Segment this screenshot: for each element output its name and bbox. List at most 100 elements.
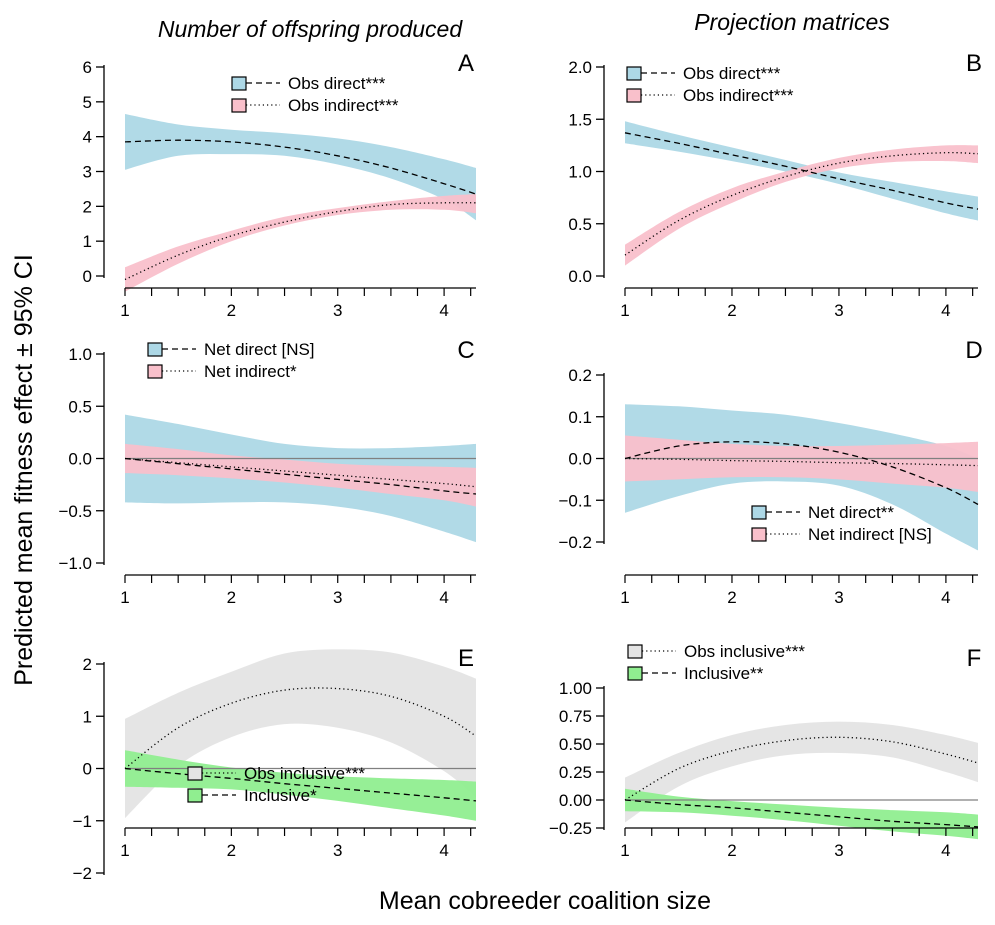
y-tick-label: 1.00 <box>559 679 592 698</box>
chart-panel-b: 0.0 0.5 1.0 1.5 2.0 1 2 3 4 B Obs direct*** Obs ind… <box>568 50 982 320</box>
panel-letter: D <box>965 337 982 364</box>
x-tick-label: 1 <box>620 588 629 607</box>
ci-band-blue <box>125 114 476 221</box>
ci-band-pink <box>625 145 978 266</box>
legend-label: Obs inclusive*** <box>684 642 805 661</box>
y-tick-label: 0.0 <box>568 450 592 469</box>
chart-panel-e: −2 −1 0 1 2 1 2 3 4 E Obs inclusive*** Inclusive* <box>73 645 477 883</box>
legend-swatch-blue <box>626 66 642 81</box>
x-tick-label: 4 <box>439 841 448 860</box>
fit-line-pink <box>124 202 477 281</box>
y-tick-label: 1.0 <box>568 163 592 182</box>
panel-letter: C <box>457 337 474 364</box>
y-tick-label: −1 <box>73 812 92 831</box>
x-tick-label: 3 <box>333 588 342 607</box>
x-tick-label: 4 <box>941 301 950 320</box>
y-tick-label: 0.5 <box>568 215 592 234</box>
y-tick-label: −0.25 <box>549 819 592 838</box>
y-axis-label: Predicted mean fitness effect ± 95% CI <box>10 254 38 686</box>
x-tick-label: 1 <box>620 301 629 320</box>
legend-label: Obs direct*** <box>683 64 781 83</box>
y-tick-label: 0 <box>83 267 92 286</box>
column-title-left: Number of offspring produced <box>158 16 463 42</box>
legend-swatch-pink <box>231 98 247 113</box>
legend: Obs inclusive*** Inclusive* <box>187 764 365 805</box>
y-tick-label: 0.2 <box>568 366 592 385</box>
y-tick-label: 0.0 <box>68 450 92 469</box>
legend-label: Inclusive** <box>684 664 764 683</box>
legend-swatch-blue <box>231 76 247 91</box>
legend: Obs direct*** Obs indirect*** <box>231 74 399 115</box>
x-tick-label: 3 <box>834 301 843 320</box>
ci-band-green <box>625 788 978 840</box>
panel-letter: B <box>966 50 982 77</box>
legend: Obs inclusive*** Inclusive** <box>627 642 805 683</box>
y-tick-label: 0 <box>83 760 92 779</box>
y-tick-label: 2 <box>83 655 92 674</box>
x-tick-label: 1 <box>120 301 129 320</box>
fit-line-blue <box>624 441 979 505</box>
y-tick-label: 1.0 <box>68 345 92 364</box>
y-tick-label: 0.00 <box>559 791 592 810</box>
panels: 0 1 2 3 4 5 6 1 2 3 4 A Obs direct*** Obs indirect***… <box>58 50 982 883</box>
legend: Net direct [NS] Net indirect* <box>147 340 315 381</box>
y-tick-label: 5 <box>83 93 92 112</box>
y-tick-label: 0.50 <box>559 735 592 754</box>
panel-letter: F <box>967 645 982 672</box>
legend-swatch-pink <box>751 527 767 542</box>
x-tick-label: 1 <box>120 588 129 607</box>
ci-band-pink <box>125 443 476 507</box>
x-tick-label: 2 <box>727 588 736 607</box>
chart-panel-a: 0 1 2 3 4 5 6 1 2 3 4 A Obs direct*** Obs indirect*** <box>83 50 477 320</box>
ci-band-pink <box>125 194 476 292</box>
y-tick-label: 1 <box>83 707 92 726</box>
x-tick-label: 2 <box>727 841 736 860</box>
chart-panel-d: −0.2 −0.1 0.0 0.1 0.2 1 2 3 4 D Net direct** Net in… <box>558 337 982 607</box>
x-tick-label: 2 <box>727 301 736 320</box>
x-tick-label: 4 <box>439 301 448 320</box>
y-tick-label: 6 <box>83 58 92 77</box>
y-tick-label: 2 <box>83 197 92 216</box>
legend: Net direct** Net indirect [NS] <box>751 503 932 544</box>
panel-letter: A <box>458 50 474 77</box>
legend-label: Obs inclusive*** <box>244 764 365 783</box>
y-tick-label: −0.2 <box>558 533 592 552</box>
x-tick-label: 3 <box>834 588 843 607</box>
y-tick-label: 2.0 <box>568 58 592 77</box>
legend-label: Inclusive* <box>244 786 317 805</box>
legend-label: Obs indirect*** <box>683 86 794 105</box>
y-tick-label: 1.5 <box>568 110 592 129</box>
y-tick-label: −1.0 <box>58 554 92 573</box>
legend-swatch-pink <box>626 88 642 103</box>
x-tick-label: 4 <box>941 841 950 860</box>
ci-band-green <box>125 750 476 821</box>
ci-band-gray <box>625 721 978 823</box>
fit-line-pink <box>124 457 477 488</box>
panel-letter: E <box>458 645 474 672</box>
x-tick-label: 3 <box>834 841 843 860</box>
y-tick-label: −0.5 <box>58 502 92 521</box>
legend: Obs direct*** Obs indirect*** <box>626 64 794 105</box>
fit-line-blue <box>624 132 979 210</box>
x-tick-label: 4 <box>941 588 950 607</box>
y-tick-label: 0.25 <box>559 763 592 782</box>
legend-label: Net direct [NS] <box>204 340 315 359</box>
y-tick-label: 0.5 <box>68 397 92 416</box>
legend-label: Obs indirect*** <box>288 96 399 115</box>
y-tick-label: 4 <box>83 128 92 147</box>
ci-band-pink <box>625 435 978 492</box>
x-tick-label: 2 <box>227 588 236 607</box>
ci-band-gray <box>125 649 476 819</box>
y-tick-label: −0.1 <box>558 491 592 510</box>
legend-label: Net indirect [NS] <box>808 525 932 544</box>
x-axis-label: Mean cobreeder coalition size <box>379 887 711 915</box>
x-tick-label: 2 <box>227 301 236 320</box>
legend-swatch-gray <box>187 766 203 781</box>
x-tick-label: 3 <box>333 841 342 860</box>
x-tick-label: 3 <box>333 301 342 320</box>
x-tick-label: 2 <box>227 841 236 860</box>
legend-swatch-green <box>187 788 203 803</box>
y-tick-label: −2 <box>73 864 92 883</box>
